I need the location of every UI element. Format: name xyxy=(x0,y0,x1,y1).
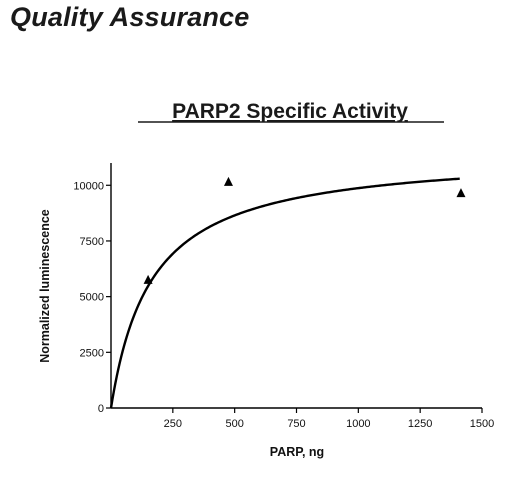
chart-axes: 0 2500 5000 7500 10000 250 500 750 1000 1250 1500 xyxy=(73,163,494,430)
page-heading: Quality Assurance xyxy=(10,2,250,32)
fit-curve xyxy=(109,177,460,409)
x-tick-label: 1500 xyxy=(470,418,494,430)
y-axis-label: Normalized luminescence xyxy=(38,209,52,363)
chart-title: PARP2 Specific Activity xyxy=(172,100,408,123)
y-tick-label: 5000 xyxy=(80,292,104,304)
data-point-triangle xyxy=(223,176,233,186)
data-points xyxy=(143,176,466,284)
x-tick-label: 1250 xyxy=(408,418,432,430)
y-tick-label: 7500 xyxy=(80,236,104,248)
fit-curve-group xyxy=(109,177,460,409)
data-point-triangle xyxy=(456,188,466,198)
data-point-triangle xyxy=(143,274,153,284)
x-tick-label: 1000 xyxy=(346,418,370,430)
x-axis-label: PARP, ng xyxy=(270,445,324,459)
y-tick-label: 10000 xyxy=(73,180,104,192)
x-tick-label: 500 xyxy=(225,418,243,430)
y-tick-label: 0 xyxy=(98,403,104,415)
y-tick-label: 2500 xyxy=(80,347,104,359)
x-tick-label: 250 xyxy=(164,418,182,430)
x-tick-label: 750 xyxy=(287,418,305,430)
